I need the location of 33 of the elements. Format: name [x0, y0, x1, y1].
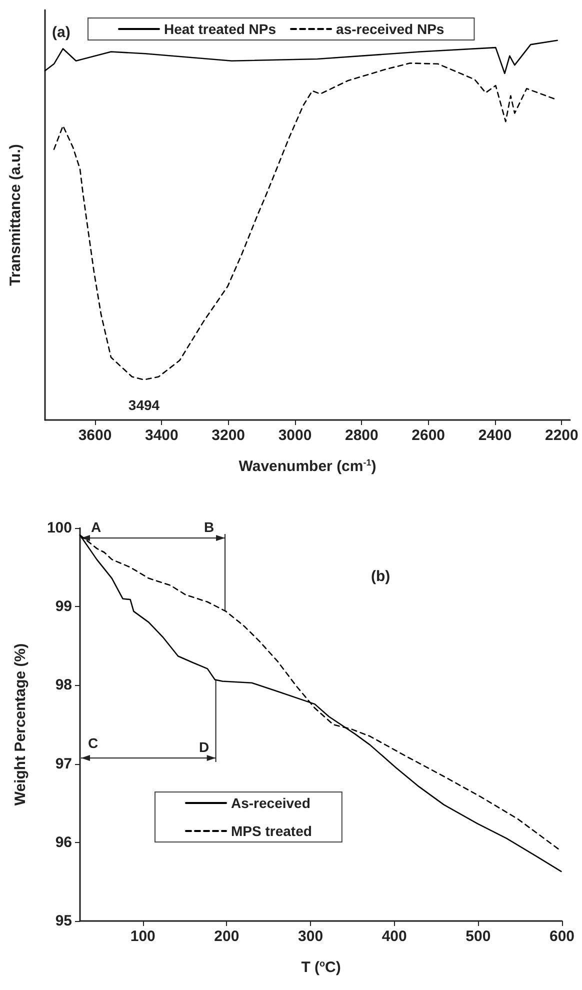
- annotation: D: [198, 739, 210, 755]
- x-tick-label: 200: [214, 928, 240, 945]
- x-tick-label: 2400: [478, 427, 512, 444]
- x-tick-label: 2600: [412, 427, 446, 444]
- x-tick-label: 400: [382, 928, 407, 945]
- x-tick-label: 3400: [144, 427, 178, 444]
- annotation: B: [204, 519, 214, 535]
- x-tick-label: 3000: [278, 427, 312, 444]
- x-tick-label: 300: [298, 928, 324, 945]
- legend-label: As-received: [231, 795, 310, 811]
- x-tick-label: 100: [130, 928, 156, 945]
- x-tick-label: 2800: [344, 427, 378, 444]
- x-tick-label: 3600: [78, 427, 112, 444]
- y-tick-label: 100: [46, 520, 72, 536]
- y-axis-title: Transmittance (a.u.): [7, 144, 24, 286]
- y-axis-title: Weight Percentage (%): [12, 643, 29, 806]
- x-tick-label: 600: [549, 928, 575, 945]
- annotation: A: [90, 519, 102, 535]
- y-tick-label: 98: [55, 676, 72, 694]
- annotation: 3494: [128, 397, 160, 413]
- legend-label: as-received NPs: [336, 21, 444, 37]
- chart-title: (a): [52, 24, 70, 41]
- text: (b): [371, 568, 390, 585]
- annotation: C: [88, 735, 98, 751]
- x-tick-label: 2200: [544, 427, 578, 444]
- legend-label: MPS treated: [231, 823, 312, 839]
- x-tick-label: 3200: [212, 427, 246, 444]
- x-tick-label: 500: [466, 928, 491, 945]
- y-tick-label: 95: [55, 912, 72, 930]
- y-tick-label: 96: [55, 834, 72, 851]
- y-tick-label: 97: [55, 755, 72, 772]
- y-tick-label: 99: [55, 598, 72, 616]
- legend-label: Heat treated NPs: [164, 21, 276, 37]
